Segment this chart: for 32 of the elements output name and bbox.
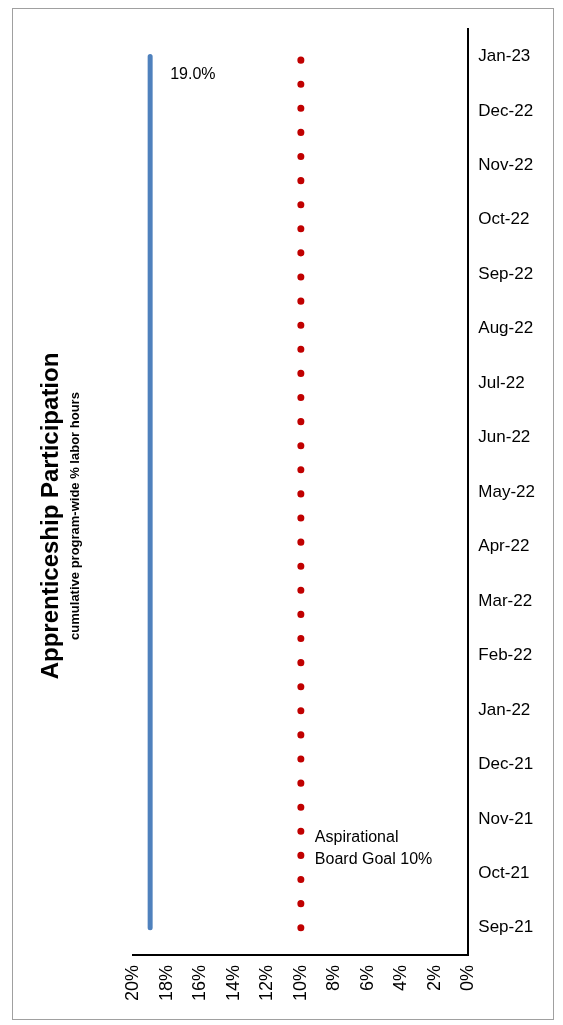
text: cumulative program-wide % labor hours xyxy=(67,392,83,640)
x-tick-label: 2% xyxy=(423,964,444,991)
ref-line-label: Aspirational Board Goal 10% xyxy=(314,828,433,868)
x-tick-label: 0% xyxy=(457,964,478,991)
y-tick-label: Apr-22 xyxy=(478,536,530,556)
x-tick-label: 4% xyxy=(390,964,411,991)
y-tick-label: Nov-22 xyxy=(478,155,534,175)
x-tick-label: 14% xyxy=(222,964,243,1001)
y-tick-label: Jan-22 xyxy=(478,699,531,719)
data-label: 19.0% xyxy=(170,64,216,82)
x-tick-label: 6% xyxy=(356,964,377,991)
y-tick-label: May-22 xyxy=(478,481,535,501)
x-tick-label: 8% xyxy=(323,964,344,991)
y-tick-label: Nov-21 xyxy=(478,808,534,828)
x-tick-label: 10% xyxy=(289,964,310,1001)
y-tick-label: Oct-22 xyxy=(478,209,530,229)
text: Apprenticeship Participation xyxy=(36,352,64,680)
y-tick-label: Aug-22 xyxy=(478,318,534,338)
y-tick-label: Mar-22 xyxy=(478,590,533,610)
y-tick-label: Jan-23 xyxy=(478,46,531,66)
y-tick-label: Jun-22 xyxy=(478,427,531,447)
y-tick-label: Sep-22 xyxy=(478,263,534,283)
x-tick-label: 20% xyxy=(122,964,143,1001)
x-tick-label: 16% xyxy=(189,964,210,1001)
x-tick-label: 12% xyxy=(256,964,277,1001)
y-tick-label: Jul-22 xyxy=(478,372,525,392)
y-tick-label: Sep-21 xyxy=(478,917,534,937)
y-tick-label: Dec-22 xyxy=(478,100,534,120)
y-tick-label: Feb-22 xyxy=(478,645,533,665)
x-tick-label: 18% xyxy=(155,964,176,1001)
y-tick-label: Oct-21 xyxy=(478,862,530,882)
y-tick-label: Dec-21 xyxy=(478,754,534,774)
